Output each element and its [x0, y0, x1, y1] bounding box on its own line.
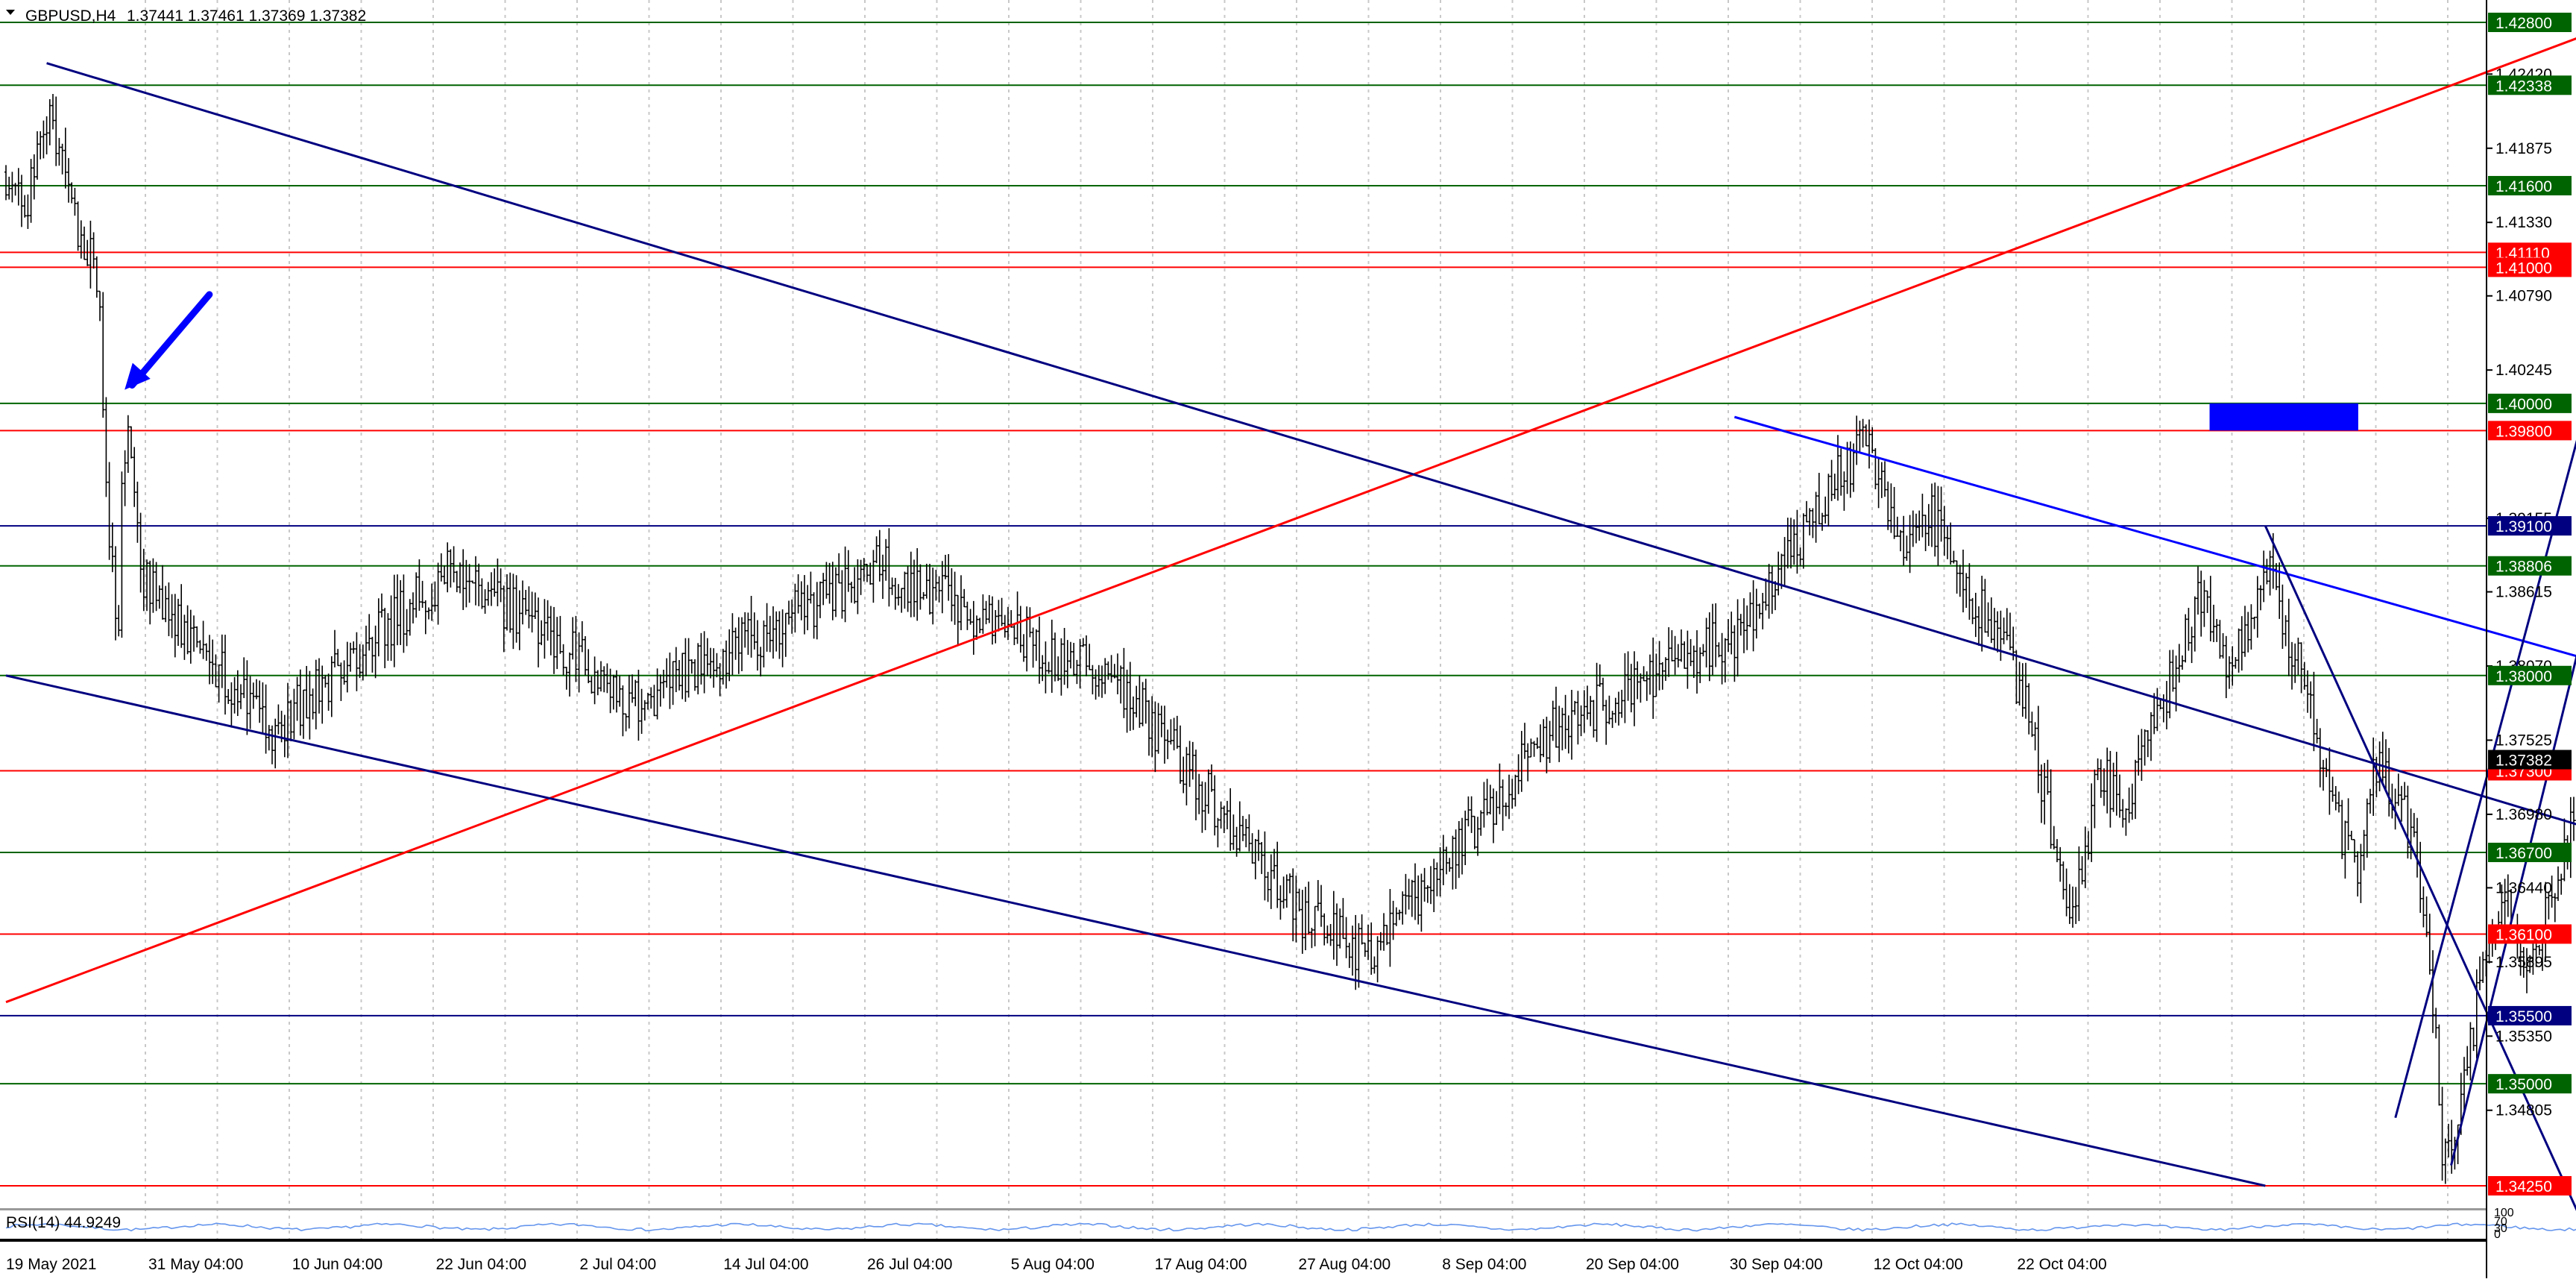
y-tick-label: 1.41330 [2495, 214, 2552, 231]
price-badge [2488, 516, 2572, 536]
scenario-arrows[interactable] [125, 291, 2576, 744]
x-tick-label: 20 Sep 04:00 [1586, 1256, 1679, 1273]
symbol-label: GBPUSD,H4 [25, 7, 116, 25]
chart-header: GBPUSD,H4 1.37441 1.37461 1.37369 1.3738… [6, 7, 366, 25]
y-tick-label: 1.40790 [2495, 288, 2552, 305]
price-badge [2488, 665, 2572, 685]
price-badge-label: 1.39800 [2495, 423, 2552, 440]
price-badge [2488, 1005, 2572, 1025]
price-badge [2488, 924, 2572, 944]
x-tick-label: 19 May 2021 [6, 1256, 96, 1273]
price-badge-label: 1.40000 [2495, 396, 2552, 413]
current-price-label: 1.37382 [2495, 752, 2552, 770]
x-tick-label: 27 Aug 04:00 [1298, 1256, 1391, 1273]
panel-separator [0, 1208, 2487, 1210]
y-tick-label: 1.36980 [2495, 806, 2552, 823]
x-tick-label: 12 Oct 04:00 [1874, 1256, 1963, 1273]
price-badge [2488, 842, 2572, 862]
y-tick-label: 1.35350 [2495, 1028, 2552, 1045]
price-badge-label: 1.41600 [2495, 178, 2552, 195]
x-tick-label: 22 Oct 04:00 [2017, 1256, 2106, 1273]
y-tick-label: 1.37525 [2495, 732, 2552, 749]
price-badge-label: 1.42800 [2495, 15, 2552, 32]
price-badge-label: 1.41000 [2495, 260, 2552, 277]
current-price-badge [2488, 750, 2572, 770]
rsi-scale-label: 70 [2494, 1216, 2507, 1228]
x-tick-label: 22 Jun 04:00 [436, 1256, 526, 1273]
rsi-panel: RSI(14) 44.9249 [0, 1208, 2576, 1240]
trendline-descending-resistance[interactable] [46, 62, 2576, 859]
price-badge-label: 1.42338 [2495, 78, 2552, 95]
trendline-lower-descending-channel[interactable] [5, 674, 2266, 1187]
price-badge [2488, 421, 2572, 441]
price-badge-label: 1.36100 [2495, 926, 2552, 943]
quote-label: 1.37441 1.37461 1.37369 1.37382 [127, 7, 366, 25]
x-tick-label: 5 Aug 04:00 [1011, 1256, 1095, 1273]
rsi-scale-label: 100 [2494, 1207, 2514, 1219]
supply-zone-layer[interactable] [2209, 403, 2358, 431]
x-tick-label: 17 Aug 04:00 [1155, 1256, 1247, 1273]
rsi-scale-label: 0 [2494, 1228, 2501, 1241]
price-badge-label: 1.35500 [2495, 1008, 2552, 1025]
triangle-down-icon[interactable] [6, 10, 15, 15]
trendline-red-ascending-support[interactable] [5, 9, 2576, 1004]
price-badge-label: 1.36700 [2495, 845, 2552, 862]
price-badge [2488, 257, 2572, 277]
y-tick-label: 1.36440 [2495, 879, 2552, 896]
x-tick-label: 2 Jul 04:00 [579, 1256, 656, 1273]
price-badge-label: 1.34250 [2495, 1178, 2552, 1195]
trendline-rising-channel-lower[interactable] [2450, 186, 2576, 1166]
x-tick-label: 30 Sep 04:00 [1730, 1256, 1823, 1273]
vertical-grid [145, 0, 2449, 1239]
price-badge-label: 1.35000 [2495, 1076, 2552, 1093]
rsi-label: RSI(14) 44.9249 [6, 1214, 121, 1231]
y-tick-label: 1.41875 [2495, 140, 2552, 157]
price-badge [2488, 1074, 2572, 1094]
x-tick-label: 26 Jul 04:00 [867, 1256, 952, 1273]
price-badge-label: 1.39100 [2495, 518, 2552, 535]
price-badge-label: 1.38000 [2495, 668, 2552, 685]
price-badge-label: 1.38806 [2495, 559, 2552, 576]
trendline-flat-resistance[interactable] [1733, 415, 2576, 689]
pointer-arrow-head [125, 362, 151, 390]
trendline-steep-descent[interactable] [2264, 525, 2576, 1220]
price-series [4, 94, 2576, 1184]
price-badge [2488, 556, 2572, 576]
y-tick-label: 1.38615 [2495, 584, 2552, 601]
supply-zone[interactable] [2209, 403, 2358, 431]
price-badge [2488, 393, 2572, 413]
x-tick-label: 8 Sep 04:00 [1442, 1256, 1526, 1273]
price-badge [2488, 175, 2572, 195]
price-badges: 1.428001.423381.416001.411101.410001.400… [2488, 13, 2572, 1195]
pointer-arrow[interactable] [128, 291, 213, 389]
x-tick-label: 10 Jun 04:00 [292, 1256, 382, 1273]
horizontal-levels[interactable] [0, 22, 2487, 1187]
y-tick-label: 1.34805 [2495, 1102, 2552, 1119]
x-tick-label: 14 Jul 04:00 [723, 1256, 808, 1273]
y-tick-label: 1.35895 [2495, 954, 2552, 971]
y-tick-label: 1.40245 [2495, 362, 2552, 379]
price-badge [2488, 75, 2572, 95]
x-tick-label: 31 May 04:00 [148, 1256, 243, 1273]
rsi-line [5, 1222, 2576, 1232]
price-badge [2488, 1176, 2572, 1195]
rsi-scale-label: 30 [2494, 1222, 2507, 1235]
price-badge [2488, 13, 2572, 32]
